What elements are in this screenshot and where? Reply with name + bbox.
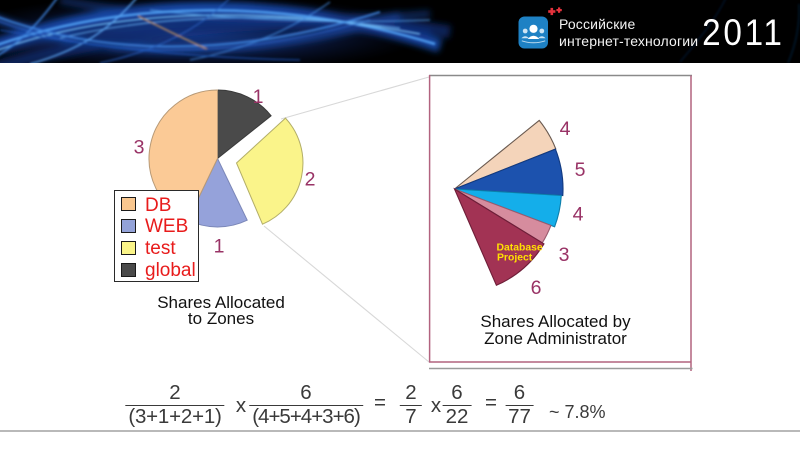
svg-text:Project: Project: [497, 253, 533, 264]
svg-text:4: 4: [573, 204, 584, 226]
svg-text:1: 1: [253, 86, 264, 108]
svg-text:5: 5: [575, 159, 586, 181]
svg-text:4: 4: [560, 118, 571, 140]
svg-text:Database: Database: [497, 243, 543, 254]
svg-text:6: 6: [531, 277, 542, 299]
svg-text:3: 3: [559, 244, 570, 266]
svg-text:2: 2: [305, 169, 316, 191]
svg-text:3: 3: [134, 137, 145, 159]
svg-text:1: 1: [214, 236, 225, 258]
